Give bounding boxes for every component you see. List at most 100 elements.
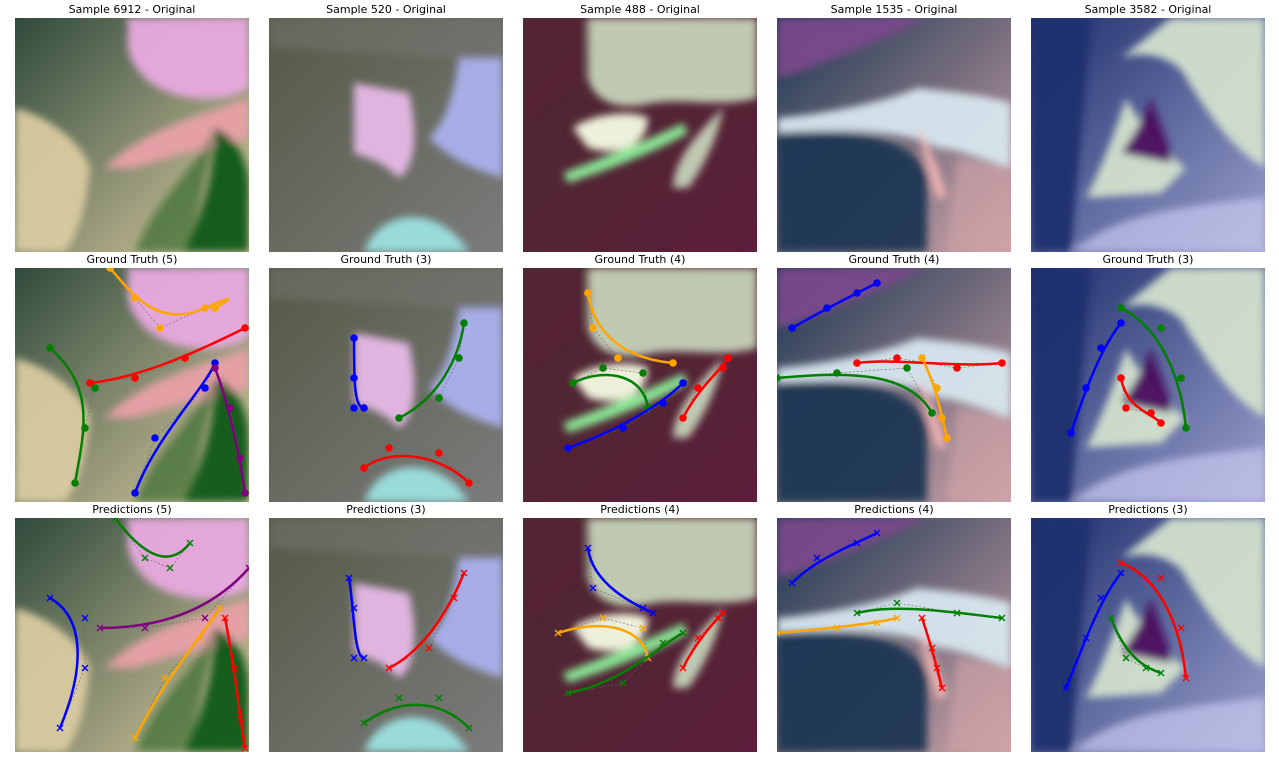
predictions-panel bbox=[777, 518, 1011, 752]
image-region bbox=[15, 358, 90, 502]
control-point-marker bbox=[918, 354, 926, 362]
ground-truth-panel bbox=[523, 268, 757, 502]
control-point-x-marker bbox=[998, 614, 1006, 622]
image-region bbox=[135, 628, 215, 752]
image-region bbox=[777, 338, 1011, 418]
control-point-x-marker bbox=[554, 629, 562, 637]
control-point-x-marker bbox=[679, 629, 687, 637]
image-region bbox=[354, 583, 415, 678]
control-point-marker bbox=[998, 359, 1006, 367]
panel-title: Predictions (5) bbox=[92, 503, 172, 516]
control-point-marker bbox=[903, 364, 911, 372]
panel-title: Ground Truth (4) bbox=[594, 253, 686, 266]
control-point-x-marker bbox=[161, 674, 169, 682]
image-region bbox=[1071, 698, 1265, 752]
control-point-x-marker bbox=[649, 609, 657, 617]
control-point-marker bbox=[226, 404, 234, 412]
bezier-curve bbox=[133, 362, 217, 494]
control-point-marker bbox=[719, 364, 727, 372]
control-point-x-marker bbox=[918, 614, 926, 622]
control-point-x-marker bbox=[639, 624, 647, 632]
control-point-x-marker bbox=[360, 719, 368, 727]
panel-title: Sample 520 - Original bbox=[326, 3, 446, 16]
control-point-marker bbox=[1067, 429, 1075, 437]
control-point-marker bbox=[928, 409, 936, 417]
image-region bbox=[135, 378, 215, 502]
bezier-curve bbox=[777, 373, 934, 414]
control-point-marker bbox=[938, 414, 946, 422]
control-point-x-marker bbox=[584, 544, 592, 552]
control-point-x-marker bbox=[231, 664, 239, 672]
control-point-marker bbox=[853, 289, 861, 297]
control-polygon bbox=[363, 447, 470, 484]
image-region bbox=[269, 268, 503, 308]
control-point-x-marker bbox=[853, 609, 861, 617]
image-region bbox=[573, 363, 648, 402]
control-polygon bbox=[49, 597, 86, 729]
control-point-x-marker bbox=[659, 639, 667, 647]
image-region bbox=[523, 518, 588, 628]
control-point-marker bbox=[211, 304, 219, 312]
control-point-marker bbox=[81, 424, 89, 432]
original-panel bbox=[1031, 18, 1265, 252]
control-point-x-marker bbox=[813, 554, 821, 562]
image-region bbox=[588, 268, 757, 357]
image-region bbox=[1071, 198, 1265, 252]
panel-title: Predictions (3) bbox=[1108, 503, 1188, 516]
control-point-x-marker bbox=[1142, 664, 1150, 672]
control-point-x-marker bbox=[196, 634, 204, 642]
control-point-x-marker bbox=[345, 574, 353, 582]
control-point-marker bbox=[1157, 324, 1165, 332]
control-point-x-marker bbox=[1177, 624, 1185, 632]
control-point-x-marker bbox=[1062, 684, 1070, 692]
image-region bbox=[588, 18, 757, 107]
control-point-x-marker bbox=[1097, 594, 1105, 602]
control-point-x-marker bbox=[81, 664, 89, 672]
control-point-x-marker bbox=[96, 624, 104, 632]
control-polygon bbox=[587, 292, 674, 364]
image-region bbox=[777, 588, 1011, 668]
bezier-curve bbox=[49, 596, 79, 729]
control-point-marker bbox=[853, 359, 861, 367]
bezier-curve bbox=[223, 617, 247, 749]
bezier-curve bbox=[856, 360, 1003, 366]
image-region bbox=[364, 467, 469, 502]
image-region bbox=[563, 373, 688, 433]
bezier-curve bbox=[1109, 617, 1162, 675]
bezier-curve bbox=[1119, 377, 1162, 424]
control-point-marker bbox=[619, 424, 627, 432]
control-point-marker bbox=[1147, 409, 1155, 417]
control-point-marker bbox=[151, 434, 159, 442]
control-point-marker bbox=[1097, 344, 1105, 352]
control-point-x-marker bbox=[46, 594, 54, 602]
control-point-x-marker bbox=[241, 744, 249, 752]
panel-title: Sample 488 - Original bbox=[580, 3, 700, 16]
image-region bbox=[573, 613, 648, 652]
control-point-x-marker bbox=[679, 664, 687, 672]
image-region bbox=[777, 631, 927, 752]
image-region bbox=[1121, 598, 1171, 663]
control-point-marker bbox=[435, 449, 443, 457]
control-point-x-marker bbox=[141, 554, 149, 562]
control-point-x-marker bbox=[245, 564, 249, 572]
image-region bbox=[1031, 18, 1091, 252]
image-region bbox=[563, 123, 688, 183]
bezier-curve bbox=[920, 357, 949, 439]
control-point-marker bbox=[46, 344, 54, 352]
bezier-curve bbox=[347, 577, 365, 660]
image-region bbox=[588, 518, 757, 607]
control-point-marker bbox=[201, 384, 209, 392]
control-point-x-marker bbox=[1157, 669, 1165, 677]
control-point-x-marker bbox=[1182, 674, 1190, 682]
control-point-marker bbox=[241, 324, 249, 332]
bezier-curve bbox=[777, 616, 898, 635]
control-point-marker bbox=[659, 399, 667, 407]
control-point-marker bbox=[460, 319, 468, 327]
control-point-x-marker bbox=[619, 679, 627, 687]
control-point-x-marker bbox=[833, 624, 841, 632]
control-polygon bbox=[363, 697, 470, 729]
control-point-marker bbox=[211, 364, 219, 372]
control-point-x-marker bbox=[425, 644, 433, 652]
control-point-x-marker bbox=[385, 664, 393, 672]
control-point-marker bbox=[455, 354, 463, 362]
